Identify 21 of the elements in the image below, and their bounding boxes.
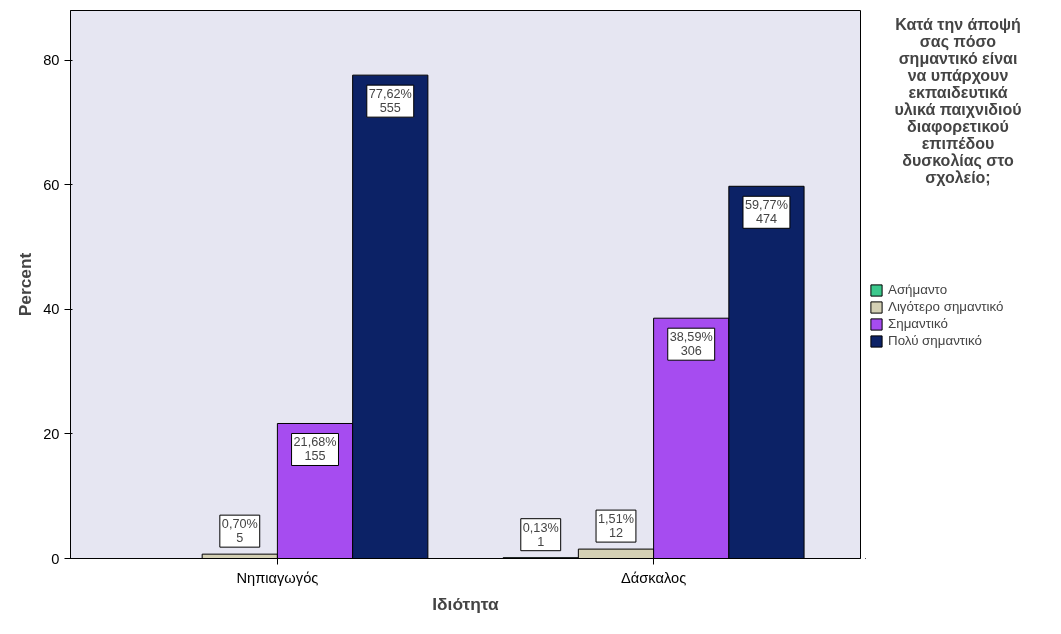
data-label: 0,13% 1 — [522, 520, 559, 549]
y-tick-label: 40 — [43, 301, 60, 318]
y-tick-label: 0 — [51, 550, 60, 567]
y-axis-title: Percent — [15, 252, 36, 317]
x-axis-title: Ιδιότητα — [432, 593, 500, 614]
x-tick-label: Δάσκαλος — [620, 569, 687, 586]
y-tick-label: 60 — [43, 176, 60, 193]
data-label: 38,59% 306 — [669, 330, 713, 359]
data-label: 59,77% 474 — [744, 198, 788, 227]
legend-label: Σημαντικό — [888, 316, 948, 331]
legend-label: Πολύ σημαντικό — [888, 333, 982, 348]
text: Κατά την άποψή σας πόσο σημαντικό είναι να υπάρχουν εκπαιδευτικά υλικά παιχνιδιού διαφορετικού επιπέδου δυσκολίας στο σχολείο; — [894, 15, 1022, 186]
legend-label: Ασήμαντο — [888, 282, 948, 297]
data-label: 1,51% 12 — [598, 512, 634, 541]
x-tick-label: Νηπιαγωγός — [236, 569, 319, 586]
y-tick-label: 20 — [43, 425, 60, 442]
data-label: 0,70% 5 — [221, 517, 258, 546]
data-label: 21,68% 155 — [293, 435, 337, 464]
data-label: 77,62% 555 — [368, 87, 412, 116]
legend-label: Λιγότερο σημαντικό — [888, 299, 1004, 314]
y-tick-label: 80 — [43, 52, 60, 69]
